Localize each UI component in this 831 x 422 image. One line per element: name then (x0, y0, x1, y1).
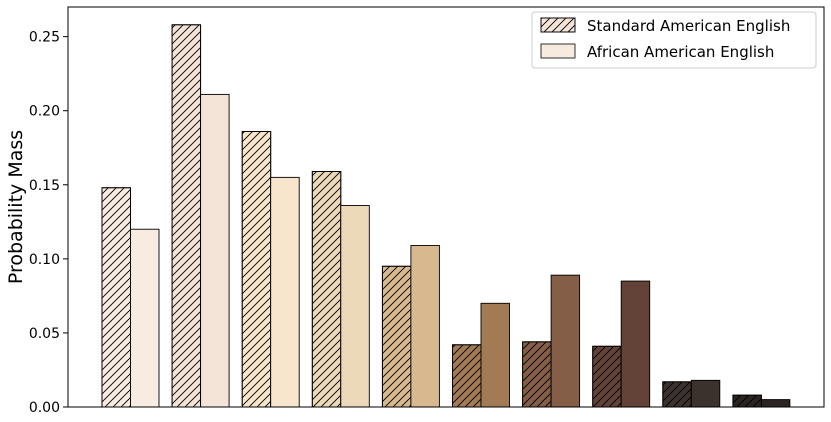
bar-sae-hatch-4 (311, 170, 342, 408)
bar-sae-hatch-1 (101, 187, 131, 408)
legend-swatch-sae-hatch (540, 17, 576, 33)
y-tick-label: 0.00 (29, 400, 60, 416)
y-tick-label: 0.25 (29, 30, 60, 46)
legend-item-sae: Standard American English (540, 17, 790, 35)
bar-aae-4 (340, 205, 370, 408)
bar-sae-hatch-5 (381, 265, 412, 408)
bar-aae-9 (690, 379, 721, 408)
bar-aae-5 (410, 245, 440, 408)
legend: Standard American English African Americ… (531, 11, 817, 69)
y-axis-label: Probability Mass (5, 130, 27, 284)
bar-sae-hatch-6 (452, 344, 482, 408)
bar-sae-hatch-3 (241, 130, 272, 408)
bar-aae-6 (480, 302, 510, 408)
bar-aae-2 (200, 93, 230, 408)
y-tick-label: 0.05 (29, 326, 60, 342)
legend-label-aae: African American English (587, 43, 774, 61)
legend-box (531, 11, 817, 69)
y-tick-label: 0.10 (29, 252, 60, 268)
bar-sae-hatch-10 (732, 394, 762, 408)
legend-item-aae: African American English (540, 43, 774, 61)
bar-aae-3 (270, 176, 300, 408)
bar-aae-1 (130, 228, 160, 408)
y-tick-label: 0.15 (29, 178, 60, 194)
bar-aae-7 (550, 274, 581, 408)
legend-label-sae: Standard American English (587, 17, 790, 35)
bar-aae-10 (760, 399, 791, 408)
plot-frame (67, 6, 825, 408)
bar-sae-hatch-9 (662, 381, 692, 408)
y-axis: 0.00 0.05 0.10 0.15 0.20 0.25 (29, 30, 68, 416)
bars-layer (101, 24, 791, 408)
bar-sae-hatch-8 (592, 345, 622, 408)
bar-sae-hatch-2 (171, 24, 202, 408)
bar-sae-hatch-7 (522, 341, 552, 408)
y-tick-label: 0.20 (29, 104, 60, 120)
bar-aae-8 (620, 280, 651, 408)
legend-swatch-aae (540, 43, 576, 59)
